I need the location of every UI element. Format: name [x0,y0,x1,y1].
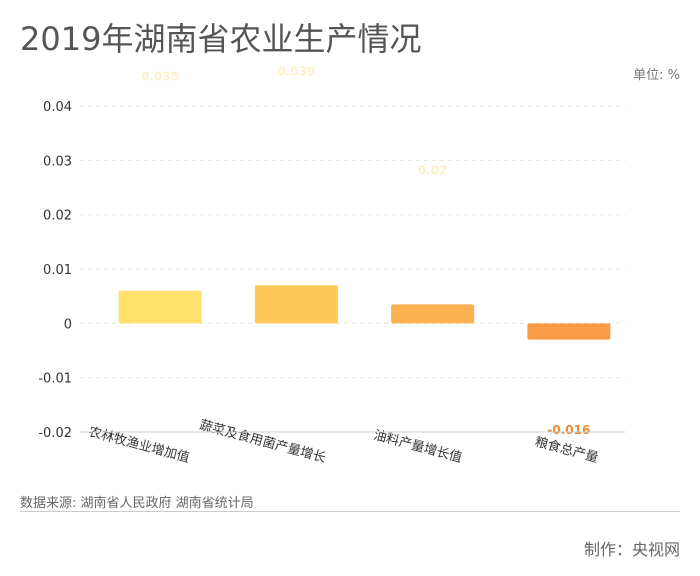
bar [391,304,475,324]
unit-label: 单位: % [633,68,680,83]
data-label: 0.039 [277,64,315,78]
y-tick-label: 0.03 [43,154,72,169]
y-axis-ticks: -0.02 -0.01 0 0.01 0.02 0.03 0.04 [38,100,72,441]
y-tick-label: -0.02 [38,426,72,441]
y-tick-label: 0.01 [43,263,72,278]
grid-lines [80,105,625,433]
data-label: 0.035 [141,70,179,84]
credit: 制作：央视网 [583,540,680,559]
chart-title: 2019年湖南省农业生产情况 [20,20,422,58]
y-tick-label: 0 [64,317,72,332]
data-labels: 0.035 0.039 0.02 -0.016 [141,64,590,437]
x-tick-label: 粮食总产量 [533,434,600,466]
x-tick-label: 油料产量增长值 [372,427,464,466]
bar [254,285,338,324]
bar [527,323,611,340]
data-label: -0.016 [547,423,590,437]
y-tick-label: -0.01 [38,372,72,387]
y-tick-label: 0.02 [43,209,72,224]
bars [118,285,611,340]
data-source: 数据来源: 湖南省人民政府 湖南省统计局 [20,496,254,511]
divider [20,511,680,512]
y-tick-label: 0.04 [43,100,72,115]
x-tick-label: 农林牧渔业增加值 [87,424,192,466]
bar [118,290,202,324]
x-tick-label: 蔬菜及食用菌产量增长 [198,417,328,466]
data-label: 0.02 [418,163,448,177]
x-axis-ticks: 农林牧渔业增加值 蔬菜及食用菌产量增长 油料产量增长值 粮食总产量 [87,417,600,466]
